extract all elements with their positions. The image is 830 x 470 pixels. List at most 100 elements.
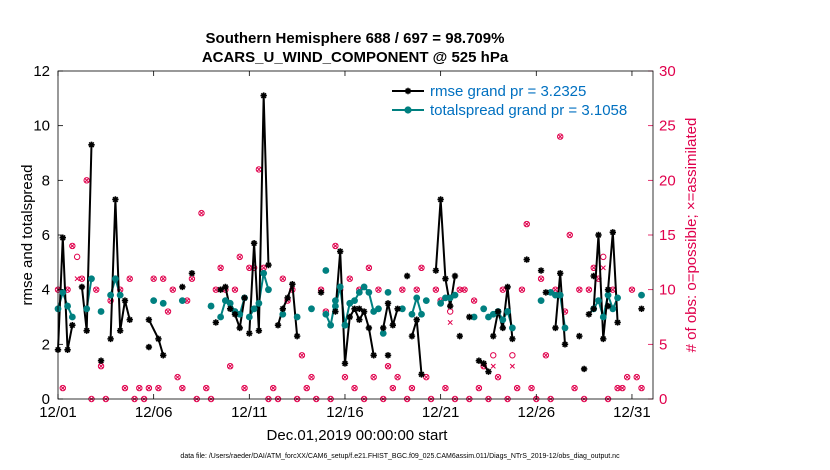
- obs-assimilated-marker: [175, 374, 181, 380]
- obs-possible-marker: [231, 286, 239, 293]
- x-tick-label: 12/01: [39, 404, 77, 421]
- rmse-point: [145, 343, 153, 351]
- obs-possible-marker: [576, 286, 583, 293]
- obs-assimilated-marker: [189, 276, 195, 282]
- obs-possible-marker: [614, 384, 621, 392]
- rmse-point: [332, 308, 339, 315]
- obs-possible-marker: [518, 286, 526, 293]
- obs-assimilated-marker: [79, 276, 85, 282]
- obs-possible-marker: [365, 264, 373, 271]
- rmse-point: [317, 289, 325, 296]
- rmse-point: [542, 289, 550, 296]
- totalspread-point: [322, 310, 330, 318]
- y-tick-label: 8: [42, 172, 50, 189]
- rmse-line-segment: [382, 303, 399, 329]
- rmse-point: [580, 365, 588, 373]
- totalspread-point: [365, 289, 373, 296]
- obs-possible-marker: [270, 384, 277, 392]
- obs-possible-marker: [384, 363, 392, 370]
- obs-possible-marker: [475, 384, 483, 392]
- obs-assimilated-marker: [170, 287, 176, 293]
- rmse-point: [217, 286, 224, 293]
- totalspread-point: [111, 275, 119, 283]
- rmse-point: [432, 267, 440, 274]
- obs-assimilated-marker: [237, 254, 243, 260]
- x-tick-label: 12/31: [613, 404, 651, 421]
- totalspread-point: [116, 291, 124, 299]
- obs-assimilated-marker: [586, 287, 592, 293]
- rmse-point: [638, 305, 645, 312]
- obs-assimilated-marker: [246, 265, 252, 271]
- rmse-point: [179, 283, 186, 291]
- totalspread-point: [561, 324, 569, 332]
- obs-assimilated-marker: [524, 221, 530, 227]
- rmse-point: [274, 322, 282, 329]
- x-axis-label: Dec.01,2019 00:00:00 start: [267, 427, 449, 444]
- y2-tick-label: 10: [659, 282, 676, 299]
- obs-assimilated-marker: [256, 166, 262, 172]
- rmse-point: [126, 316, 133, 323]
- rmse-point: [408, 332, 416, 340]
- rmse-point: [389, 322, 397, 329]
- obs-assimilated-marker: [461, 287, 468, 293]
- rmse-point: [437, 196, 444, 203]
- obs-possible-marker: [250, 264, 258, 271]
- obs-possible-marker: [69, 242, 76, 250]
- rmse-point: [222, 283, 229, 291]
- obs-assimilated-marker: [179, 385, 185, 391]
- obs-assimilated-marker: [414, 287, 420, 293]
- obs-assimilated-marker: [552, 287, 558, 293]
- obs-assimilated-marker: [600, 265, 606, 271]
- rmse-point: [69, 322, 76, 329]
- obs-possible-marker: [136, 384, 143, 392]
- rmse-point: [231, 311, 239, 318]
- totalspread-point: [398, 305, 406, 313]
- totalspread-point: [327, 321, 335, 329]
- y-tick-label: 4: [42, 282, 50, 299]
- totalspread-point: [59, 289, 67, 296]
- totalspread-point: [207, 302, 215, 310]
- obs-possible-marker: [470, 297, 478, 304]
- obs-assimilated-marker: [399, 287, 405, 293]
- obs-possible-marker: [164, 308, 172, 315]
- rmse-point: [413, 316, 420, 323]
- rmse-point: [289, 281, 296, 288]
- legend-totalspread-label: totalspread grand pr = 3.1058: [430, 102, 627, 119]
- obs-possible-marker: [413, 286, 420, 293]
- rmse-point: [490, 332, 497, 340]
- legend: rmse grand pr = 3.2325 totalspread grand…: [392, 83, 627, 119]
- obs-assimilated-marker: [418, 265, 425, 271]
- rmse-point: [403, 272, 411, 280]
- totalspread-point: [107, 291, 115, 299]
- obs-possible-marker: [408, 384, 416, 392]
- obs-possible-marker: [442, 384, 449, 392]
- obs-assimilated-marker: [146, 385, 152, 391]
- obs-possible-marker: [217, 264, 224, 271]
- x-tick-label: 12/21: [422, 404, 460, 421]
- rmse-point: [83, 327, 90, 334]
- obs-possible-marker: [203, 384, 210, 392]
- obs-possible-marker: [78, 275, 86, 282]
- rmse-point: [351, 305, 358, 312]
- obs-assimilated-marker: [423, 374, 429, 380]
- totalspread-point: [322, 267, 330, 274]
- obs-assimilated-marker: [490, 363, 496, 369]
- y2-axis-label: # of obs: o=possible; ×=assimilated: [683, 118, 700, 353]
- totalspread-point: [88, 275, 95, 283]
- obs-possible-marker: [303, 384, 310, 392]
- legend-totalspread-marker: [404, 106, 412, 114]
- rmse-point: [356, 305, 363, 312]
- totalspread-point: [236, 310, 244, 318]
- obs-possible-marker: [523, 220, 530, 228]
- obs-assimilated-marker: [442, 385, 448, 391]
- obs-assimilated-marker: [619, 385, 625, 391]
- obs-possible-marker: [432, 286, 440, 293]
- obs-assimilated-marker: [409, 385, 415, 391]
- totalspread-point: [504, 308, 511, 315]
- obs-assimilated-marker: [151, 276, 157, 282]
- y-tick-label: 2: [42, 336, 50, 353]
- totalspread-point: [97, 308, 105, 315]
- totalspread-point: [351, 297, 358, 304]
- totalspread-point: [250, 305, 258, 313]
- y-axis-label: rmse and totalspread: [19, 165, 36, 306]
